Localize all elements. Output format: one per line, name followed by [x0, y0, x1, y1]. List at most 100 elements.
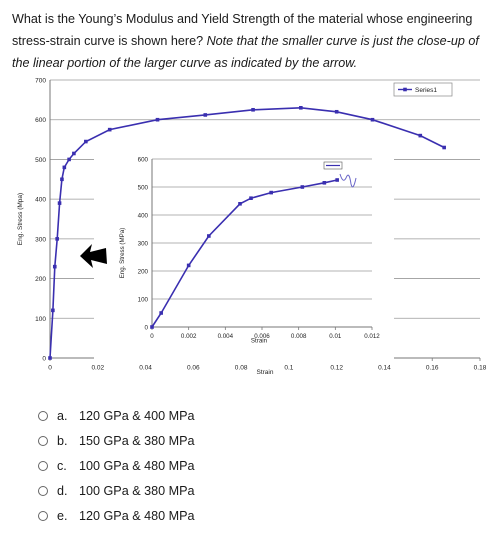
- data-point: [251, 107, 255, 112]
- question-main: What is the Young’s Modulus and Yield St…: [12, 12, 473, 48]
- option-d[interactable]: d. 100 GPa & 380 MPa: [38, 478, 195, 503]
- data-point: [334, 109, 339, 114]
- option-c[interactable]: c. 100 GPa & 480 MPa: [38, 453, 195, 478]
- option-label: 120 GPa & 400 MPa: [79, 408, 195, 423]
- x-tick-label: 0.18: [474, 365, 487, 372]
- data-point: [107, 127, 112, 132]
- y-tick-label: 600: [138, 157, 149, 164]
- question-note: Note that the smaller curve is just the …: [12, 34, 479, 70]
- x-tick-label: 0: [150, 333, 154, 340]
- y-tick-label: 500: [138, 185, 149, 192]
- data-point: [370, 117, 375, 122]
- radio-button-icon[interactable]: [38, 460, 48, 471]
- data-point: [62, 165, 67, 170]
- answer-options: a. 120 GPa & 400 MPa b. 150 GPa & 380 MP…: [38, 403, 195, 528]
- question-text: What is the Young’s Modulus and Yield St…: [12, 8, 498, 74]
- y-tick-label: 400: [35, 197, 46, 204]
- option-label: 120 GPa & 480 MPa: [79, 508, 195, 523]
- x-tick-label: 0.006: [254, 333, 270, 340]
- y-tick-label: 200: [138, 269, 149, 276]
- option-label: 150 GPa & 380 MPa: [79, 433, 195, 448]
- y-tick-label: 300: [138, 241, 149, 248]
- y-tick-label: 100: [35, 316, 46, 323]
- x-tick-label: 0.14: [378, 365, 391, 372]
- y-tick-label: 700: [35, 78, 46, 85]
- data-point: [269, 190, 273, 195]
- x-tick-label: 0.002: [181, 333, 197, 340]
- data-point: [186, 263, 191, 268]
- data-point: [249, 196, 253, 200]
- data-point: [238, 202, 242, 206]
- x-tick-label: 0.06: [187, 365, 200, 372]
- data-point: [57, 201, 62, 205]
- data-point: [207, 234, 211, 238]
- option-letter: d.: [57, 483, 68, 498]
- data-point: [299, 106, 303, 110]
- legend-box: [393, 82, 453, 97]
- y-tick-label: 0: [42, 356, 46, 363]
- data-point: [442, 145, 446, 150]
- arrow-shape: [80, 244, 107, 268]
- data-point: [84, 139, 88, 144]
- x-tick-label: 0.008: [291, 333, 307, 340]
- y-axis-label: Eng. Stress (Mpa): [17, 193, 24, 245]
- data-point: [51, 308, 55, 313]
- x-tick-label: 0.08: [235, 365, 248, 372]
- option-letter: b.: [57, 433, 68, 448]
- radio-button-icon[interactable]: [38, 485, 48, 496]
- y-tick-label: 200: [35, 276, 46, 283]
- x-axis-label: Strain: [251, 337, 268, 344]
- inset-background: [94, 156, 394, 362]
- legend-label: Series1: [415, 87, 437, 94]
- x-tick-label: 0.12: [330, 365, 343, 372]
- x-tick-label: 0.1: [284, 365, 293, 372]
- legend-marker: [403, 87, 407, 92]
- data-point: [52, 264, 57, 269]
- data-point: [418, 133, 423, 138]
- inset-chart: 0 100 200 300 400 500 600 0 0.002 0.004 0.006 0.008…: [94, 156, 394, 362]
- closeup-marker: [323, 161, 357, 188]
- x-axis-label: Strain: [257, 369, 274, 376]
- x-tick-label: 0.04: [139, 365, 152, 372]
- y-axis-label: Eng. Stress (MPa): [119, 228, 126, 279]
- data-point: [150, 325, 154, 329]
- x-tick-label: 0.012: [364, 333, 380, 340]
- x-tick-label: 0: [48, 365, 52, 372]
- data-point: [203, 113, 208, 117]
- y-tick-label: 300: [35, 236, 46, 243]
- x-tick-label: 0.01: [329, 333, 342, 340]
- radio-button-icon[interactable]: [38, 510, 48, 521]
- data-point: [48, 356, 52, 360]
- x-tick-label: 0.02: [91, 365, 104, 372]
- data-point: [300, 185, 305, 189]
- y-tick-label: 0: [145, 325, 149, 332]
- option-letter: e.: [57, 508, 68, 523]
- series-line: [151, 179, 338, 328]
- data-point: [60, 177, 64, 182]
- data-point: [159, 311, 163, 315]
- option-letter: a.: [57, 408, 68, 423]
- radio-button-icon[interactable]: [38, 435, 48, 446]
- data-point: [55, 237, 59, 241]
- option-b[interactable]: b. 150 GPa & 380 MPa: [38, 428, 195, 453]
- closeup-box: [323, 161, 343, 170]
- data-point: [67, 157, 71, 162]
- stress-strain-chart-svg: 0 100 200 300 400 500 600 700 0 0.02 0.04 0.06 0.08 0…: [17, 78, 487, 377]
- right-arrow-icon: [80, 244, 107, 268]
- option-letter: c.: [57, 458, 67, 473]
- squiggle-icon: [339, 173, 357, 188]
- x-tick-label: 0.004: [218, 333, 234, 340]
- radio-button-icon[interactable]: [38, 410, 48, 421]
- data-point: [335, 178, 339, 182]
- option-e[interactable]: e. 120 GPa & 480 MPa: [38, 503, 195, 528]
- y-tick-label: 500: [35, 157, 46, 164]
- option-label: 100 GPa & 380 MPa: [79, 483, 195, 498]
- x-tick-label: 0.16: [426, 365, 439, 372]
- y-tick-label: 100: [138, 297, 149, 304]
- y-tick-label: 400: [138, 213, 149, 220]
- option-label: 100 GPa & 480 MPa: [79, 458, 195, 473]
- data-point: [72, 151, 76, 156]
- y-tick-label: 600: [35, 117, 46, 124]
- option-a[interactable]: a. 120 GPa & 400 MPa: [38, 403, 195, 428]
- data-point: [155, 117, 160, 122]
